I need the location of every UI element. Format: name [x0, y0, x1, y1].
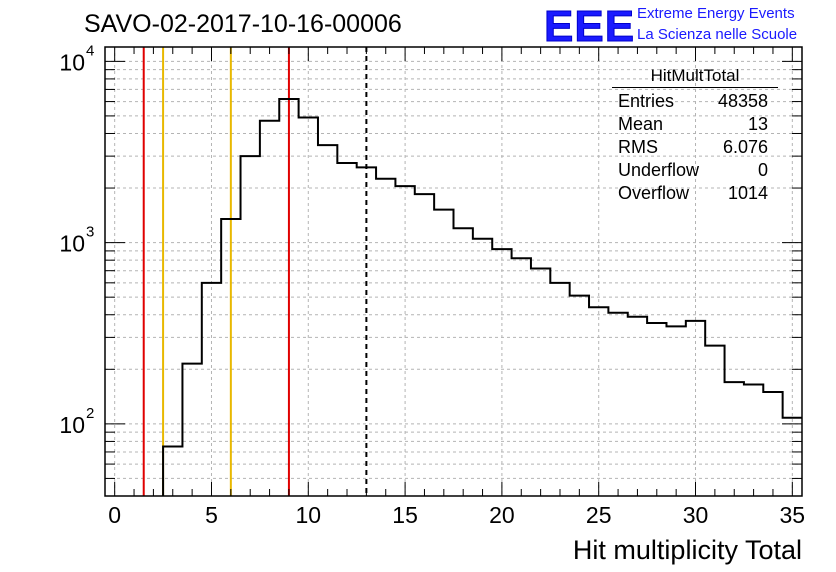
- x-tick-label: 25: [586, 502, 612, 528]
- stats-label: Entries: [618, 91, 675, 111]
- stats-row-entries: Entries 48358: [612, 90, 778, 113]
- stats-label: RMS: [618, 137, 658, 157]
- stats-label: Mean: [618, 114, 664, 134]
- y-tick-label: 10: [59, 49, 85, 75]
- y-tick-label: 10: [59, 231, 85, 257]
- x-tick-label: 20: [489, 502, 515, 528]
- logo-subtitle-line1: Extreme Energy Events: [637, 5, 795, 22]
- stats-value: 48358: [717, 91, 768, 111]
- eee-logo: EEE: [543, 2, 636, 52]
- stats-title: HitMultTotal: [612, 66, 778, 88]
- y-tick-exponent: 3: [86, 224, 94, 241]
- stats-value: 6.076: [722, 137, 768, 157]
- stats-value: 1014: [727, 183, 768, 203]
- x-tick-label: 10: [295, 502, 321, 528]
- stats-label: Overflow: [618, 183, 690, 203]
- y-tick-label: 10: [59, 412, 85, 438]
- x-tick-label: 35: [780, 502, 806, 528]
- x-tick-label: 15: [392, 502, 418, 528]
- stats-box: HitMultTotal Entries 48358 Mean 13 RMS 6…: [612, 66, 778, 205]
- y-tick-exponent: 4: [86, 42, 94, 59]
- run-title: SAVO-02-2017-10-16-00006: [84, 10, 402, 38]
- stats-row-mean: Mean 13: [612, 113, 778, 136]
- logo-subtitle-line2: La Scienza nelle Scuole: [637, 26, 798, 43]
- stats-label: Underflow: [618, 160, 700, 180]
- y-tick-exponent: 2: [86, 405, 94, 422]
- x-axis-label: Hit multiplicity Total: [573, 535, 802, 565]
- x-tick-label: 30: [683, 502, 709, 528]
- stats-value: 13: [747, 114, 768, 134]
- histogram-line: [162, 97, 802, 496]
- plot-frame: [104, 46, 803, 497]
- stats-row-rms: RMS 6.076: [612, 136, 778, 159]
- stats-value: 0: [757, 160, 768, 180]
- x-tick-label: 5: [205, 502, 218, 528]
- x-tick-label: 0: [108, 502, 121, 528]
- stats-row-overflow: Overflow 1014: [612, 182, 778, 205]
- stats-row-underflow: Underflow 0: [612, 159, 778, 182]
